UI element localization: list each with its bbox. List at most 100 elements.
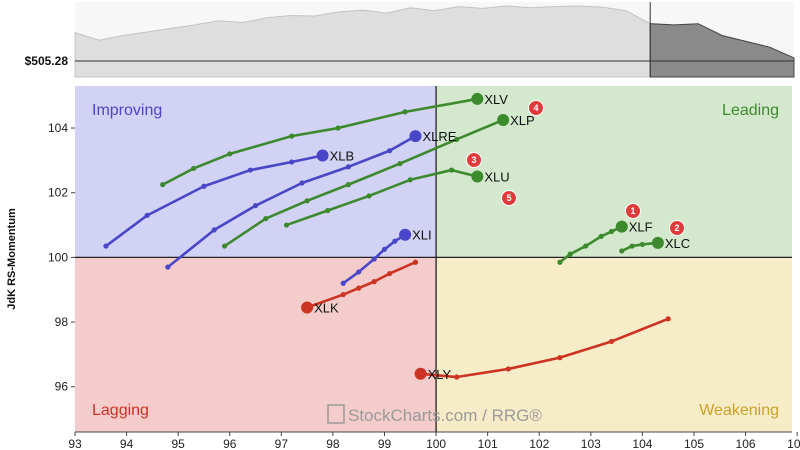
series-point-xlp: [454, 136, 460, 142]
series-point-xlp: [263, 215, 269, 222]
series-point-xlu: [448, 167, 455, 173]
series-head-xlf: [615, 220, 628, 233]
series-point-xlre: [165, 264, 171, 270]
series-label-xli: XLI: [412, 228, 432, 243]
series-line-xlc: [620, 241, 660, 253]
series-head-xlv: [471, 92, 484, 105]
series-line-xly: [419, 317, 670, 379]
badge-2-label: 2: [674, 223, 679, 233]
series-point-xlb: [289, 159, 295, 165]
series-point-xlb: [201, 183, 207, 189]
series-head-xlk: [301, 301, 314, 314]
series-point-xlre: [299, 180, 305, 186]
series-point-xlre: [387, 148, 393, 154]
price-area-tail: [649, 23, 795, 78]
quadrant-leading-bg: [436, 86, 792, 258]
quadrant-label-improving: Improving: [92, 102, 162, 119]
x-tick-label: 106: [736, 437, 756, 450]
y-tick-label: 98: [55, 315, 69, 329]
series-point-xlc: [639, 241, 646, 248]
series-label-xlre: XLRE: [422, 129, 456, 144]
series-point-xli: [356, 269, 362, 275]
series-head-xlu: [471, 170, 484, 183]
series-point-xlk: [356, 285, 362, 291]
series-point-xlu: [366, 193, 372, 199]
series-point-xly: [608, 338, 615, 345]
series-point-xli: [340, 280, 346, 286]
series-point-xlb: [144, 212, 150, 218]
series-label-xlb: XLB: [330, 149, 355, 164]
series-point-xlre: [252, 203, 259, 209]
series-head-xly: [414, 367, 427, 380]
series-point-xlb: [103, 243, 109, 249]
x-tick-label: 94: [120, 437, 134, 450]
badge-4: [528, 100, 544, 116]
x-tick-label: 102: [529, 437, 549, 450]
series-point-xlv: [402, 109, 408, 115]
series-head-xlc: [651, 236, 664, 249]
x-tick-label: 107: [787, 437, 800, 450]
x-tick-label: 93: [68, 437, 82, 450]
x-tick-label: 101: [478, 437, 498, 450]
series-point-xlre: [211, 227, 217, 233]
series-point-xlv: [227, 151, 233, 157]
series-point-xlp: [221, 243, 228, 249]
x-tick-label: 103: [581, 437, 601, 450]
series-point-xlc: [629, 243, 635, 249]
watermark-logo-icon: [327, 404, 345, 424]
series-point-xli: [371, 256, 377, 262]
badge-5-label: 5: [506, 193, 511, 203]
series-point-xlp: [304, 198, 310, 204]
series-point-xlu: [407, 177, 413, 183]
series-label-xlc: XLC: [665, 236, 690, 251]
series-line-xlk: [305, 260, 417, 309]
y-tick-label: 104: [48, 121, 68, 135]
badge-2: [669, 220, 685, 236]
series-point-xly: [454, 374, 460, 380]
x-tick-label: 97: [275, 437, 289, 450]
series-point-xlf: [567, 251, 573, 257]
x-tick-label: 95: [171, 437, 185, 450]
series-point-xlb: [247, 167, 253, 173]
quadrant-label-weakening: Weakening: [699, 402, 779, 419]
series-label-xlp: XLP: [510, 113, 535, 128]
series-point-xly: [557, 355, 563, 361]
quadrant-improving-bg: [75, 86, 437, 258]
price-area-history: [74, 5, 651, 78]
series-head-xlre: [409, 130, 422, 143]
series-point-xlc: [619, 248, 625, 254]
series-point-xlp: [345, 182, 351, 188]
x-tick-label: 104: [632, 437, 652, 450]
series-point-xlk: [387, 270, 393, 277]
badge-3-label: 3: [471, 155, 476, 165]
series-head-xlp: [497, 113, 510, 126]
quadrant-weakening-bg: [436, 257, 792, 432]
series-point-xlv: [191, 165, 197, 172]
series-line-xlb: [104, 154, 324, 248]
series-point-xlv: [289, 133, 295, 139]
series-point-xlf: [557, 259, 563, 265]
badge-3: [466, 152, 482, 168]
badge-1: [625, 203, 641, 219]
x-tick-label: 105: [684, 437, 704, 450]
quadrant-label-lagging: Lagging: [92, 402, 149, 419]
y-tick-label: 96: [55, 380, 69, 394]
series-point-xlv: [160, 182, 166, 188]
series-point-xlf: [583, 243, 589, 249]
series-label-xlf: XLF: [629, 220, 653, 235]
x-tick-label: 96: [223, 437, 237, 450]
y-axis-title: JdK RS-Momentum: [6, 208, 18, 310]
y-tick-label: 100: [48, 250, 68, 264]
series-point-xli: [381, 246, 388, 252]
series-line-xlu: [285, 168, 479, 227]
x-tick-label: 100: [426, 437, 446, 450]
series-point-xlp: [397, 161, 403, 167]
series-point-xlk: [371, 279, 377, 285]
badge-4-label: 4: [533, 103, 538, 113]
series-point-xlf: [608, 228, 615, 235]
series-point-xlk: [412, 259, 419, 265]
series-point-xly: [505, 366, 511, 372]
series-point-xlre: [345, 164, 351, 170]
series-label-xlu: XLU: [484, 170, 509, 185]
